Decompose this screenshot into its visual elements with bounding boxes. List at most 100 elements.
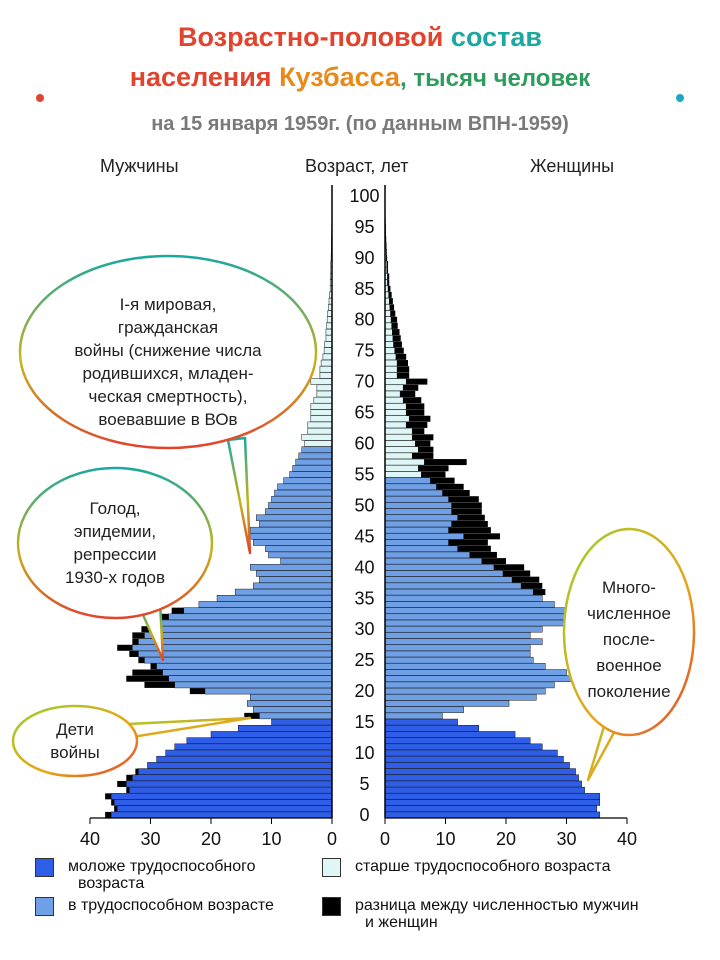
men-bar-age-55 <box>289 471 333 478</box>
women-bar-age-4 <box>384 786 585 794</box>
women-diff-bar-age-67 <box>403 397 422 404</box>
men-bar-age-37 <box>253 582 333 590</box>
women-x-tick-label-20: 20 <box>496 829 516 849</box>
women-bar-age-68 <box>384 390 401 398</box>
women-bar-age-14 <box>384 724 480 732</box>
men-bar-age-56 <box>292 465 333 472</box>
men-bar-age-47 <box>259 520 333 528</box>
women-bar-age-7 <box>384 768 576 775</box>
callout-famine-text-line-2: эпидемии, <box>74 522 156 541</box>
men-bar-age-9 <box>156 755 333 763</box>
legend-young-line1: моложе трудоспособного <box>68 858 256 875</box>
men-bar-age-38 <box>259 576 333 583</box>
women-diff-bar-age-55 <box>421 471 446 478</box>
men-bar-age-28 <box>138 638 333 645</box>
women-diff-bar-age-78 <box>392 329 400 336</box>
men-bar-age-51 <box>271 495 333 503</box>
callout-ww1-text-line-6: воевавшие в ВОв <box>98 410 237 429</box>
women-bar-age-9 <box>384 755 564 763</box>
women-diff-bar-age-40 <box>493 564 525 571</box>
women-bar-age-19 <box>384 694 537 701</box>
men-bar-age-66 <box>310 403 333 410</box>
men-x-tick-label-20: 20 <box>201 829 221 849</box>
women-bar-age-67 <box>384 396 404 404</box>
women-bar-age-44 <box>384 539 449 546</box>
men-bar-age-26 <box>138 650 333 658</box>
women-diff-bar-age-62 <box>412 428 425 435</box>
men-bar-age-75 <box>323 347 333 354</box>
age-tick-label-55: 55 <box>354 464 374 484</box>
callout-famine: Голод, эпидемии, репрессии 1930-х годов <box>16 466 214 662</box>
callout-ww1-tail <box>226 436 252 555</box>
women-bar-age-80 <box>384 316 392 323</box>
women-diff-bar-age-74 <box>395 353 407 360</box>
age-tick-label-10: 10 <box>354 743 374 763</box>
women-bar-age-30 <box>384 625 543 633</box>
men-bar-age-48 <box>256 514 333 522</box>
age-tick-label-90: 90 <box>354 248 374 268</box>
men-diff-bar-age-22 <box>126 675 169 682</box>
men-diff-bar-age-16 <box>244 712 260 719</box>
women-bar-age-46 <box>384 526 449 534</box>
men-x-tick-label-30: 30 <box>140 829 160 849</box>
women-bar-age-39 <box>384 570 504 577</box>
women-bar-age-35 <box>384 595 543 602</box>
women-bar-age-37 <box>384 582 522 590</box>
callout-war-children-bubble <box>11 704 139 778</box>
age-tick-label-35: 35 <box>354 588 374 608</box>
legend-swatch-diff <box>322 897 341 916</box>
callout-postwar: Много-численное после-военное поколение <box>562 527 696 782</box>
women-diff-bar-age-58 <box>412 452 434 459</box>
men-bar-age-50 <box>268 502 333 509</box>
women-diff-bar-age-51 <box>448 496 479 503</box>
women-bar-age-36 <box>384 588 534 596</box>
men-bar-age-45 <box>250 533 333 540</box>
men-diff-bar-age-0 <box>105 811 112 818</box>
women-header: Женщины <box>530 156 615 176</box>
legend-diff-line1: разница между численностью мужчин <box>355 897 639 914</box>
women-bar-age-63 <box>384 421 407 429</box>
men-bar-age-34 <box>198 601 333 608</box>
callout-postwar-bubble <box>562 527 696 737</box>
men-bar-age-19 <box>250 694 333 701</box>
legend-swatch-young <box>35 858 54 877</box>
women-bar-age-57 <box>384 458 425 466</box>
men-bar-age-46 <box>250 526 333 534</box>
men-bar-age-2 <box>113 799 333 806</box>
axes: 40 30 20 10 0 0 10 20 30 400510152025303540455055… <box>80 185 637 849</box>
women-bar-age-72 <box>384 365 398 373</box>
women-diff-bar-age-65 <box>406 409 425 416</box>
men-bar-age-16 <box>259 712 333 720</box>
women-bar-age-29 <box>384 632 531 639</box>
legend-young-line2: возраста <box>78 875 145 892</box>
women-bar-age-8 <box>384 762 570 769</box>
age-tick-label-0: 0 <box>359 805 369 825</box>
men-bar-age-79 <box>326 322 333 330</box>
women-diff-bar-age-49 <box>451 508 482 515</box>
women-bar-age-76 <box>384 341 394 348</box>
men-bar-age-3 <box>110 793 333 800</box>
women-bar-age-20 <box>384 687 546 695</box>
women-bar-age-42 <box>384 551 470 559</box>
divider-dot-left <box>36 94 44 102</box>
title-word-4: Кузбасса <box>279 62 401 92</box>
women-diff-bar-age-43 <box>457 545 491 552</box>
age-tick-label-100: 100 <box>349 186 379 206</box>
chart-subtitle: на 15 января 1959г. (по данным ВПН-1959) <box>151 113 569 135</box>
age-tick-label-95: 95 <box>354 217 374 237</box>
men-bar-age-23 <box>162 669 333 676</box>
men-bar-age-39 <box>256 570 333 577</box>
women-diff-bar-age-72 <box>397 366 410 373</box>
legend-swatch-working <box>35 897 54 916</box>
women-bar-age-59 <box>384 446 419 453</box>
men-diff-bar-age-27 <box>117 644 133 651</box>
callout-war-children: Дети войны <box>11 704 252 778</box>
title-word-2: состав <box>450 22 542 52</box>
men-diff-bar-age-29 <box>132 632 145 639</box>
women-bar-age-17 <box>384 706 464 713</box>
women-diff-bar-age-50 <box>451 502 482 509</box>
age-tick-label-25: 25 <box>354 650 374 670</box>
men-diff-bar-age-24 <box>150 663 157 670</box>
women-bar-age-3 <box>384 793 601 800</box>
women-bar-age-56 <box>384 465 419 472</box>
